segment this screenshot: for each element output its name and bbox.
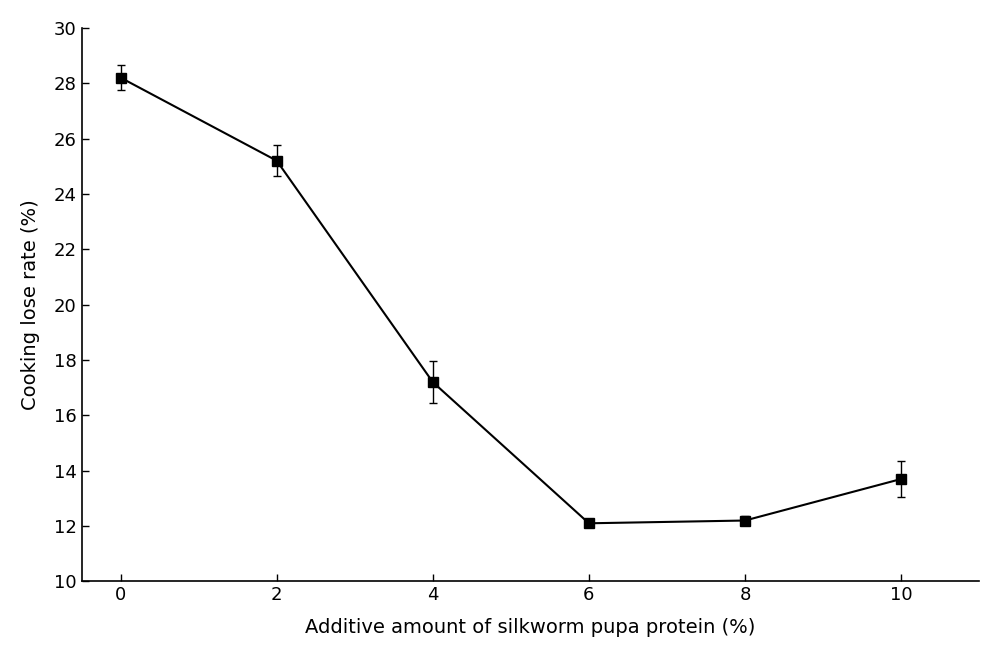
X-axis label: Additive amount of silkworm pupa protein (%): Additive amount of silkworm pupa protein… <box>305 618 756 637</box>
Y-axis label: Cooking lose rate (%): Cooking lose rate (%) <box>21 199 40 410</box>
